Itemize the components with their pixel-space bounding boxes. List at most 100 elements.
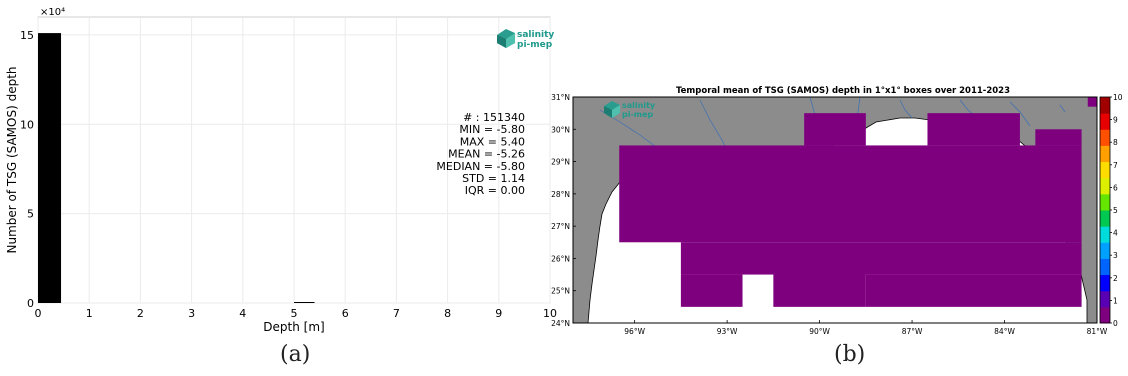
stat-line: MEDIAN = -5.80 xyxy=(436,160,525,173)
y-tick-label: 0 xyxy=(27,297,34,310)
lat-tick-label: 26°N xyxy=(551,254,570,263)
x-tick-label: 5 xyxy=(291,307,298,320)
x-tick-label: 6 xyxy=(342,307,349,320)
x-tick-label: 0 xyxy=(35,307,42,320)
histogram-panel: 0 1 2 3 4 5 6 7 8 9 10 0 5 10 15 ×10⁴ Depth [m] Numbe… xyxy=(5,7,557,334)
colorbar-segment xyxy=(1100,226,1110,243)
colorbar-segment xyxy=(1100,242,1110,259)
salinity-pimep-logo: salinity pi-mep xyxy=(497,29,554,50)
stat-line: MEAN = -5.26 xyxy=(448,148,525,161)
histogram-bars xyxy=(38,33,315,304)
colorbar-segment xyxy=(1100,290,1110,308)
colorbar-segment xyxy=(1100,306,1110,324)
x-tick-label: 3 xyxy=(188,307,195,320)
lat-tick-label: 24°N xyxy=(551,319,570,328)
grid-cell xyxy=(865,274,1082,307)
x-tick-label: 1 xyxy=(86,307,93,320)
colorbar-segment xyxy=(1100,161,1110,179)
x-tick-label: 9 xyxy=(495,307,502,320)
colorbar-tick-label: 6 xyxy=(1113,183,1118,192)
map-area: salinity pi-mep xyxy=(573,97,1097,323)
grid-cell xyxy=(619,145,1082,243)
y-multiplier-label: ×10⁴ xyxy=(40,7,65,18)
map-logo: salinity pi-mep xyxy=(604,101,656,119)
histogram-y-ticks: 0 5 10 15 xyxy=(20,29,34,310)
x-axis-label: Depth [m] xyxy=(263,320,324,334)
histogram-x-ticks: 0 1 2 3 4 5 6 7 8 9 10 xyxy=(35,307,558,320)
y-tick-label: 5 xyxy=(27,208,34,221)
grid-cell xyxy=(804,113,866,146)
colorbar-segment xyxy=(1100,210,1110,227)
lat-tick-label: 29°N xyxy=(551,158,570,167)
lat-tick-label: 30°N xyxy=(551,125,570,134)
logo-line2: pi-mep xyxy=(517,40,553,50)
stat-line: MAX = 5.40 xyxy=(460,135,525,148)
stat-line: IQR = 0.00 xyxy=(465,184,525,197)
grid-cell xyxy=(773,258,866,307)
colorbar-tick-label: 3 xyxy=(1113,251,1118,260)
lat-tick-label: 28°N xyxy=(551,190,570,199)
map-frame xyxy=(572,96,1098,324)
colorbar-segment xyxy=(1100,129,1110,146)
stat-line: # : 151340 xyxy=(463,111,525,124)
lon-tick-label: 93°W xyxy=(717,327,738,336)
lon-tick-label: 81°W xyxy=(1087,327,1108,336)
x-tick-label: 10 xyxy=(543,307,557,320)
logo-line1: salinity xyxy=(517,30,554,40)
lat-tick-label: 25°N xyxy=(551,287,570,296)
colorbar-tick-label: 10 xyxy=(1113,93,1123,102)
map-lat-ticks: 24°N 25°N 26°N 27°N 28°N 29°N 30°N 31°N xyxy=(551,93,576,328)
grid-cells xyxy=(619,97,1097,307)
caption-b: (b) xyxy=(834,342,866,367)
colorbar-tick-label: 7 xyxy=(1113,161,1118,170)
colorbar-tick-label: 1 xyxy=(1113,296,1118,305)
colorbar xyxy=(1099,96,1111,324)
x-tick-label: 2 xyxy=(137,307,144,320)
x-tick-label: 4 xyxy=(239,307,246,320)
lon-tick-label: 84°W xyxy=(994,327,1015,336)
grid-cell xyxy=(680,242,1082,275)
colorbar-tick-label: 2 xyxy=(1113,274,1118,283)
x-tick-label: 8 xyxy=(444,307,451,320)
colorbar-tick-label: 9 xyxy=(1113,116,1118,125)
map-logo-line2: pi-mep xyxy=(622,110,654,119)
grid-cell xyxy=(1087,97,1097,107)
map-logo-cube-icon xyxy=(604,101,620,118)
stat-line: MIN = -5.80 xyxy=(459,123,525,136)
colorbar-segment xyxy=(1100,97,1110,114)
colorbar-segment xyxy=(1100,274,1110,292)
lon-tick-label: 87°W xyxy=(902,327,923,336)
grid-cell xyxy=(680,274,743,307)
lat-tick-label: 31°N xyxy=(551,93,570,102)
stat-line: STD = 1.14 xyxy=(462,172,525,185)
lat-tick-label: 27°N xyxy=(551,222,570,231)
logo-cube-icon xyxy=(497,29,515,48)
x-tick-label: 7 xyxy=(393,307,400,320)
y-tick-label: 15 xyxy=(20,29,34,42)
map-title: Temporal mean of TSG (SAMOS) depth in 1°… xyxy=(676,86,1010,96)
grid-cell xyxy=(1035,129,1082,146)
lon-tick-label: 96°W xyxy=(624,327,645,336)
lon-tick-label: 90°W xyxy=(809,327,830,336)
y-tick-label: 10 xyxy=(20,118,34,131)
caption-a: (a) xyxy=(280,342,311,367)
histogram-bar xyxy=(38,33,62,304)
map-lon-ticks: 96°W 93°W 90°W 87°W 84°W 81°W xyxy=(624,320,1108,336)
colorbar-tick-label: 5 xyxy=(1113,206,1118,215)
histogram-bar xyxy=(294,302,315,303)
map-panel: Temporal mean of TSG (SAMOS) depth in 1°… xyxy=(551,86,1123,336)
y-axis-label: Number of TSG (SAMOS) depth xyxy=(5,66,19,253)
colorbar-ticks: 0 1 2 3 4 5 6 7 8 9 10 xyxy=(1110,93,1123,328)
colorbar-tick-label: 4 xyxy=(1113,229,1118,238)
colorbar-tick-label: 0 xyxy=(1113,319,1118,328)
colorbar-segment xyxy=(1100,193,1110,211)
grid-cell xyxy=(927,113,1020,146)
colorbar-segment xyxy=(1100,258,1110,276)
colorbar-segment xyxy=(1100,177,1110,195)
colorbar-tick-label: 8 xyxy=(1113,138,1118,147)
map-logo-line1: salinity xyxy=(622,101,656,110)
colorbar-segment xyxy=(1100,113,1110,130)
colorbar-segment xyxy=(1100,145,1110,163)
